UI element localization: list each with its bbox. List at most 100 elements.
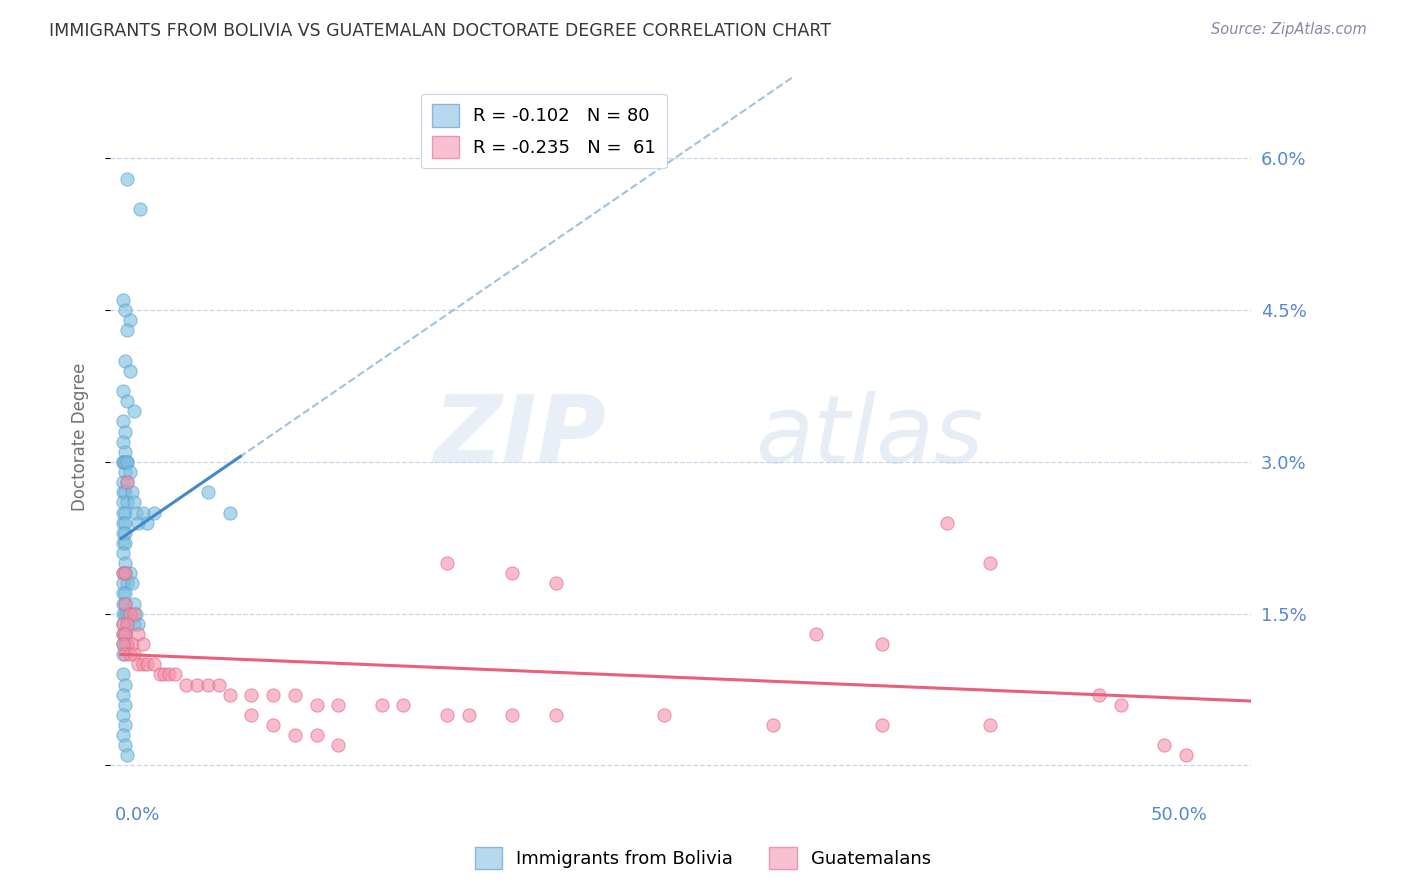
Point [112, 525, 135, 540]
Point [935, 516, 957, 530]
Point [125, 607, 148, 621]
Point [117, 323, 139, 337]
Point [112, 616, 135, 631]
Point [122, 404, 145, 418]
Point [114, 597, 136, 611]
Point [122, 495, 145, 509]
Point [118, 313, 141, 327]
Point [122, 647, 145, 661]
Point [122, 616, 145, 631]
Point [136, 516, 159, 530]
Point [208, 677, 231, 691]
Point [112, 627, 135, 641]
Point [114, 566, 136, 581]
Point [240, 688, 263, 702]
Point [870, 718, 893, 732]
Legend: R = -0.102   N = 80, R = -0.235   N =  61: R = -0.102 N = 80, R = -0.235 N = 61 [420, 94, 666, 169]
Point [174, 677, 197, 691]
Point [262, 688, 284, 702]
Point [1174, 748, 1197, 763]
Point [305, 698, 328, 712]
Point [127, 516, 149, 530]
Point [142, 657, 165, 672]
Point [112, 455, 135, 469]
Text: atlas: atlas [755, 391, 983, 482]
Point [153, 667, 176, 681]
Point [112, 566, 135, 581]
Point [112, 506, 135, 520]
Point [114, 647, 136, 661]
Point [112, 627, 135, 641]
Point [117, 616, 139, 631]
Point [125, 506, 148, 520]
Point [112, 688, 135, 702]
Point [114, 455, 136, 469]
Point [197, 677, 219, 691]
Point [806, 627, 828, 641]
Point [544, 707, 567, 722]
Point [149, 667, 172, 681]
Point [112, 707, 135, 722]
Point [112, 434, 135, 449]
Point [117, 607, 139, 621]
Point [112, 485, 135, 500]
Point [262, 718, 284, 732]
Point [979, 556, 1001, 570]
Point [114, 718, 136, 732]
Point [457, 707, 479, 722]
Point [1109, 698, 1132, 712]
Point [142, 506, 165, 520]
Point [112, 576, 135, 591]
Point [197, 485, 219, 500]
Point [117, 171, 139, 186]
Point [114, 445, 136, 459]
Point [328, 738, 350, 752]
Point [118, 465, 141, 479]
Point [114, 597, 136, 611]
Point [114, 627, 136, 641]
Point [112, 667, 135, 681]
Point [114, 607, 136, 621]
Point [112, 455, 135, 469]
Point [328, 698, 350, 712]
Point [114, 536, 136, 550]
Point [114, 698, 136, 712]
Point [114, 627, 136, 641]
Point [436, 556, 458, 570]
Point [218, 506, 240, 520]
Y-axis label: Doctorate Degree: Doctorate Degree [72, 362, 89, 511]
Point [117, 495, 139, 509]
Point [501, 566, 523, 581]
Point [544, 576, 567, 591]
Point [392, 698, 415, 712]
Point [118, 566, 141, 581]
Point [1088, 688, 1111, 702]
Point [112, 475, 135, 490]
Point [979, 718, 1001, 732]
Point [117, 455, 139, 469]
Point [112, 384, 135, 398]
Point [114, 677, 136, 691]
Point [131, 506, 153, 520]
Point [240, 707, 263, 722]
Point [118, 607, 141, 621]
Point [122, 597, 145, 611]
Point [118, 364, 141, 378]
Point [112, 414, 135, 428]
Point [114, 506, 136, 520]
Point [1153, 738, 1175, 752]
Text: 50.0%: 50.0% [1150, 806, 1208, 824]
Point [165, 667, 187, 681]
Point [114, 637, 136, 651]
Point [131, 637, 153, 651]
Point [762, 718, 785, 732]
Point [436, 707, 458, 722]
Point [122, 607, 145, 621]
Point [117, 637, 139, 651]
Point [121, 576, 143, 591]
Point [284, 688, 307, 702]
Point [114, 738, 136, 752]
Point [114, 485, 136, 500]
Point [121, 485, 143, 500]
Point [284, 728, 307, 742]
